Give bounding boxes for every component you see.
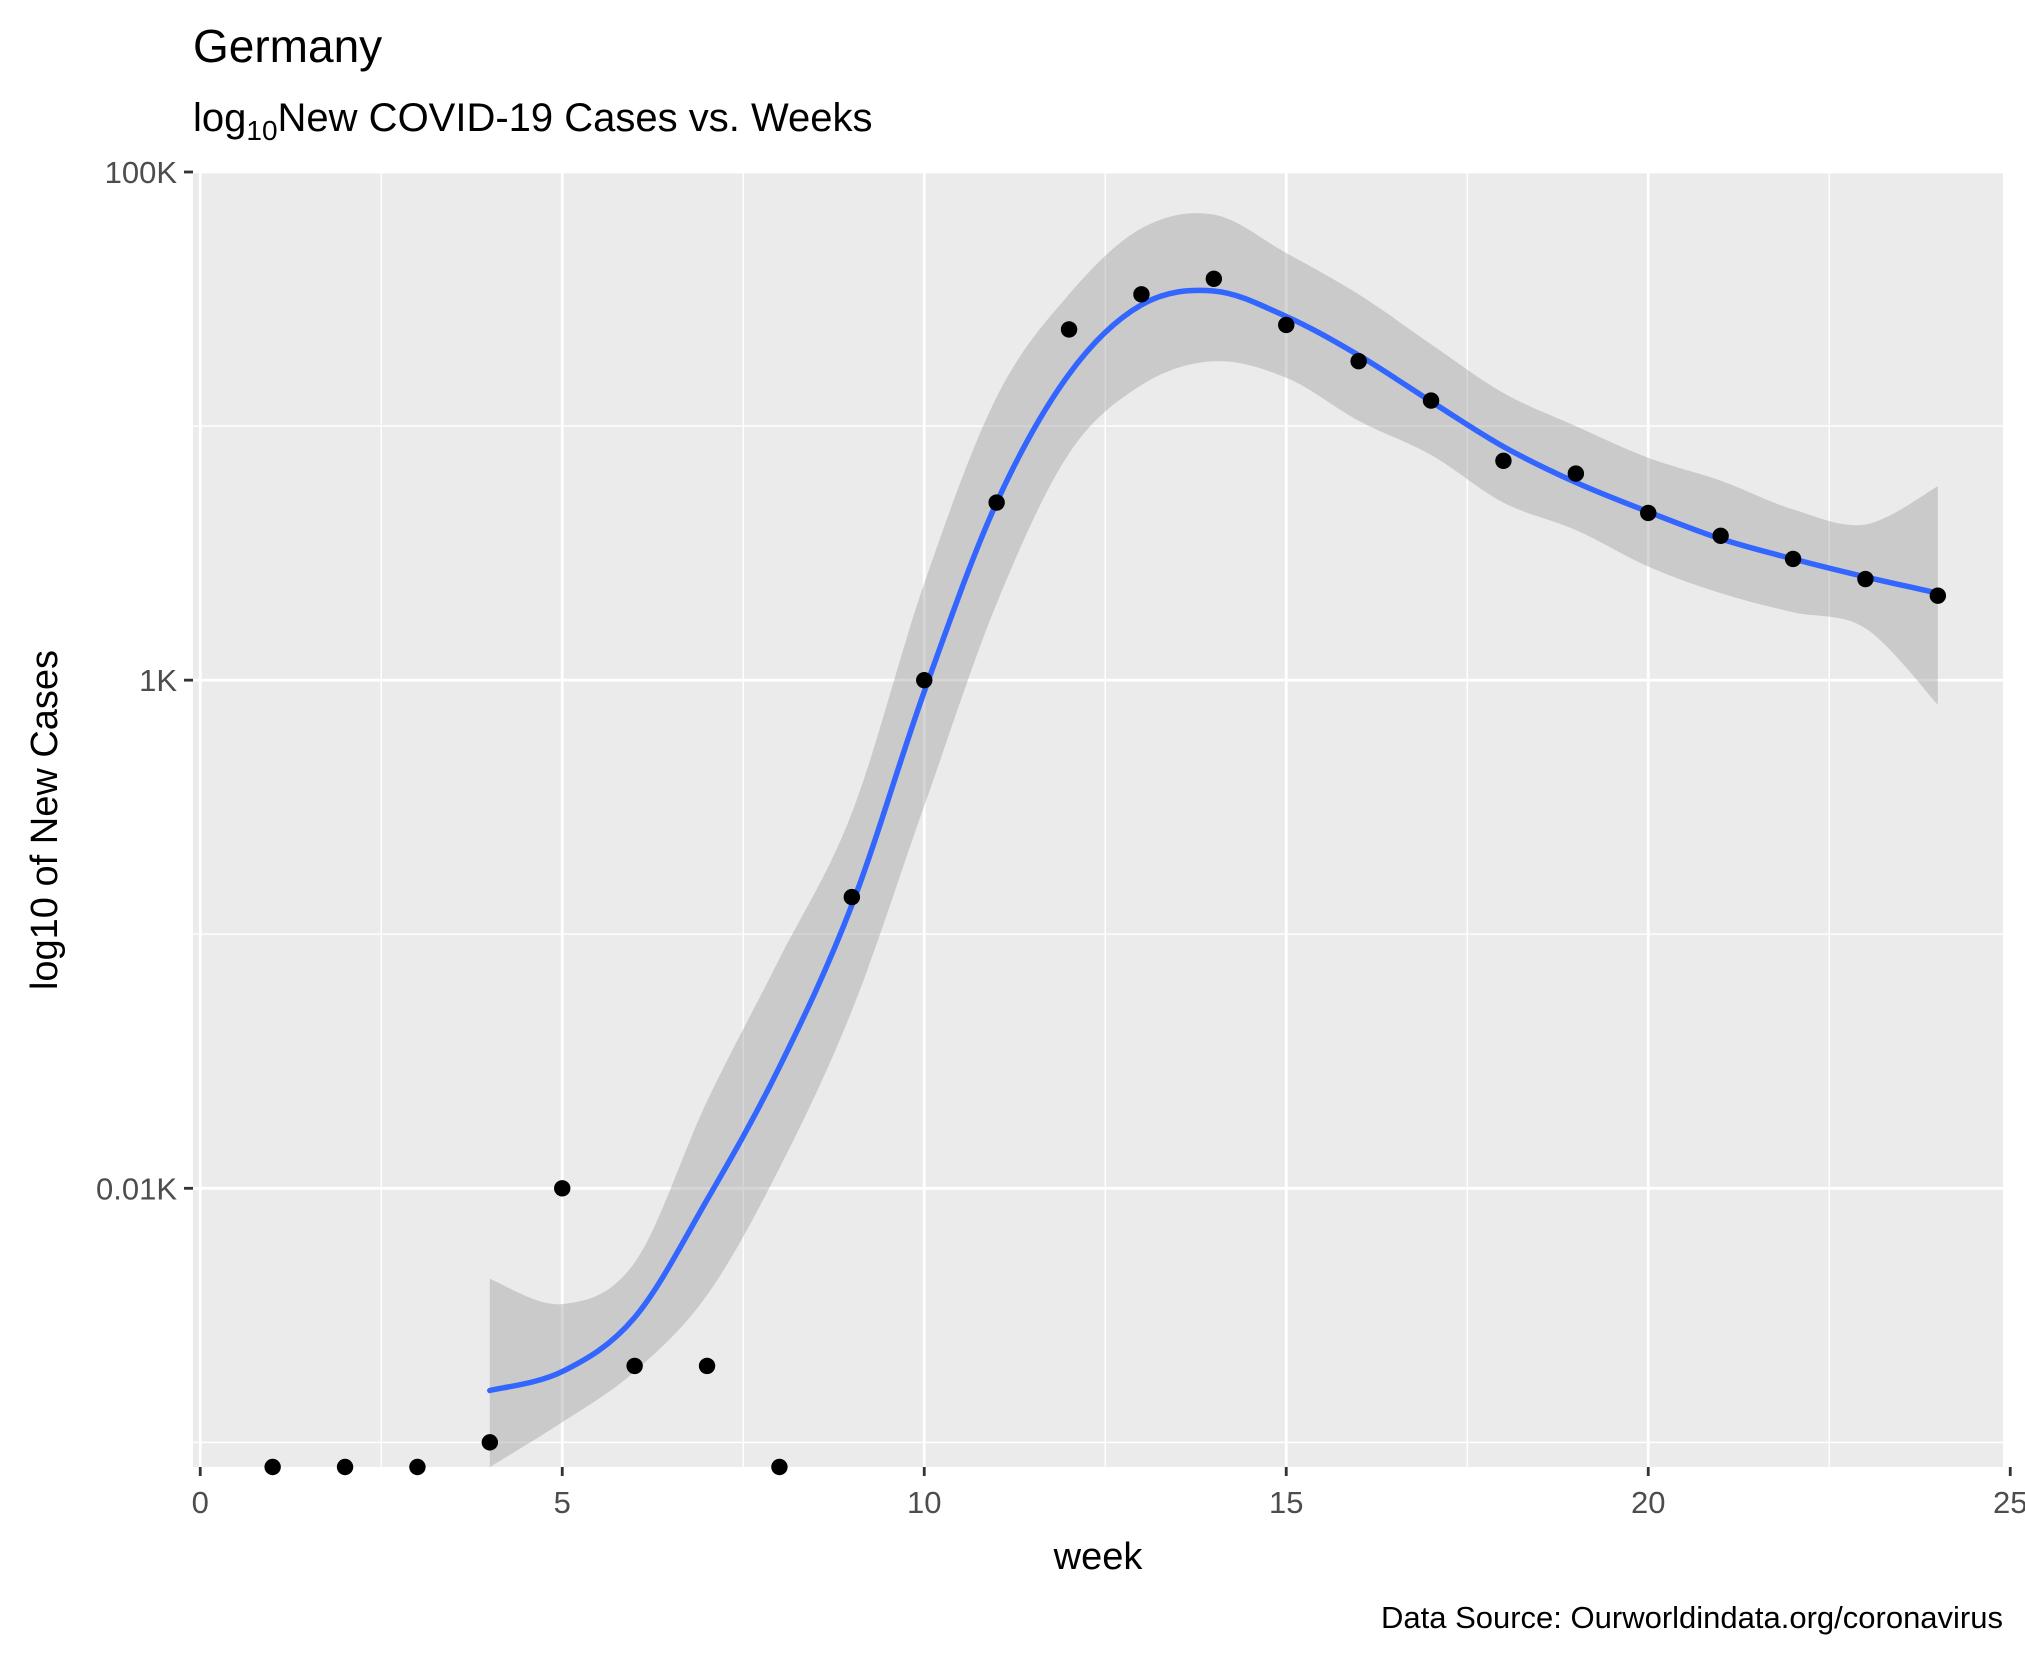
data-point [988, 494, 1005, 511]
subtitle-subscript: 10 [246, 115, 277, 146]
data-point [554, 1180, 571, 1197]
data-point [1422, 392, 1440, 409]
data-point [916, 671, 933, 689]
data-source-caption: Data Source: Ourworldindata.org/coronavi… [1381, 1600, 2003, 1635]
data-point [1929, 587, 1947, 604]
data-point [409, 1458, 426, 1476]
data-point [843, 888, 861, 906]
data-point [1060, 321, 1078, 338]
data-point [1350, 353, 1367, 370]
confidence-ribbon-layer [489, 213, 1938, 1467]
y-tick-label: 0.01K [96, 1171, 177, 1206]
x-tick-label: 20 [1631, 1485, 1665, 1520]
data-point [481, 1434, 499, 1451]
data-point [1712, 527, 1729, 544]
grid-minor [193, 172, 2003, 1467]
subtitle-prefix: log [193, 96, 246, 140]
y-axis: 0.01K 1K 100K [96, 155, 193, 1206]
y-tick-label: 100K [105, 155, 178, 190]
x-tick-label: 15 [1269, 1485, 1303, 1520]
x-tick-label: 25 [1993, 1485, 2025, 1520]
data-point [1495, 452, 1512, 470]
data-point [1784, 550, 1802, 568]
x-tick-label: 5 [554, 1485, 571, 1520]
chart-subtitle: log10New COVID-19 Cases vs. Weeks [193, 96, 873, 146]
x-axis: 0 5 10 15 20 25 [192, 1467, 2025, 1520]
data-point [771, 1458, 788, 1476]
data-points [264, 270, 1947, 1476]
data-point [1567, 465, 1585, 482]
data-point [698, 1357, 716, 1375]
data-point [1640, 504, 1657, 522]
y-tick-label: 1K [139, 663, 177, 698]
subtitle-rest: New COVID-19 Cases vs. Weeks [278, 96, 873, 140]
data-point [1857, 570, 1874, 588]
data-point [626, 1357, 643, 1375]
data-point [1278, 316, 1295, 334]
data-point [1133, 286, 1150, 303]
x-axis-title: week [1053, 1536, 1144, 1578]
x-tick-label: 10 [907, 1485, 941, 1520]
data-point [336, 1458, 354, 1476]
plot-panel [193, 172, 2003, 1467]
data-point [1205, 270, 1223, 287]
y-axis-title: log10 of New Cases [24, 650, 66, 990]
confidence-ribbon [489, 213, 1938, 1467]
x-tick-label: 0 [192, 1485, 209, 1520]
data-point [264, 1458, 281, 1476]
chart-title: Germany [193, 20, 382, 72]
grid-major [193, 170, 2012, 1467]
